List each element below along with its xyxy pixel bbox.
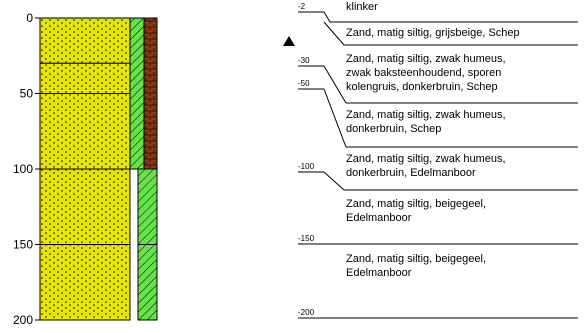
depth-label: -2: [298, 2, 306, 11]
sand-layer: [39, 244, 131, 321]
description-text: Edelmanboor: [346, 212, 412, 224]
connector-line: [323, 21, 345, 46]
axis-tick-label: 0: [26, 11, 33, 25]
layer-descriptions: -2 klinker Zand, matig siltig, grijsbeige,…: [298, 1, 578, 319]
description-text: Zand, matig siltig, zwak humeus,: [346, 53, 506, 65]
depth-label: -100: [298, 162, 315, 171]
humus-column-upper: [129, 17, 145, 170]
description-text: Zand, matig siltig, grijsbeige, Schep: [346, 27, 520, 39]
depth-label: -200: [298, 308, 315, 317]
connector-line: [323, 65, 347, 104]
clinker-column: [143, 17, 158, 170]
connector-line: [323, 11, 331, 23]
depth-axis: 0 50 100 150 200: [13, 11, 41, 327]
axis-tick-label: 50: [20, 87, 34, 101]
axis-tick-label: 100: [13, 162, 33, 176]
sand-layer: [39, 17, 131, 64]
description-text: zwak baksteenhoudend, sporen: [346, 67, 501, 79]
description-text: Edelmanboor: [346, 267, 412, 279]
description-text: Zand, matig siltig, zwak humeus,: [346, 109, 506, 121]
description-text: klinker: [346, 1, 378, 13]
depth-label: -150: [298, 234, 315, 243]
axis-tick-label: 200: [13, 313, 33, 327]
connector-line: [323, 88, 347, 148]
depth-label: -50: [298, 79, 310, 88]
groundwater-level-icon: [283, 36, 295, 46]
description-text: donkerbruin, Edelmanboor: [346, 167, 476, 179]
axis-tick-label: 150: [13, 238, 33, 252]
description-text: Zand, matig siltig, beigegeel,: [346, 198, 486, 210]
description-text: Zand, matig siltig, zwak humeus,: [346, 153, 506, 165]
sand-layer: [39, 93, 131, 170]
description-text: donkerbruin, Schep: [346, 123, 441, 135]
sand-layer: [39, 168, 131, 245]
lithology-column: [39, 17, 158, 321]
connector-line: [323, 171, 345, 191]
description-text: Zand, matig siltig, beigegeel,: [346, 253, 486, 265]
sand-layer: [39, 62, 131, 94]
description-text: kolengruis, donkerbruin, Schep: [346, 81, 498, 93]
depth-label: -30: [298, 56, 310, 65]
